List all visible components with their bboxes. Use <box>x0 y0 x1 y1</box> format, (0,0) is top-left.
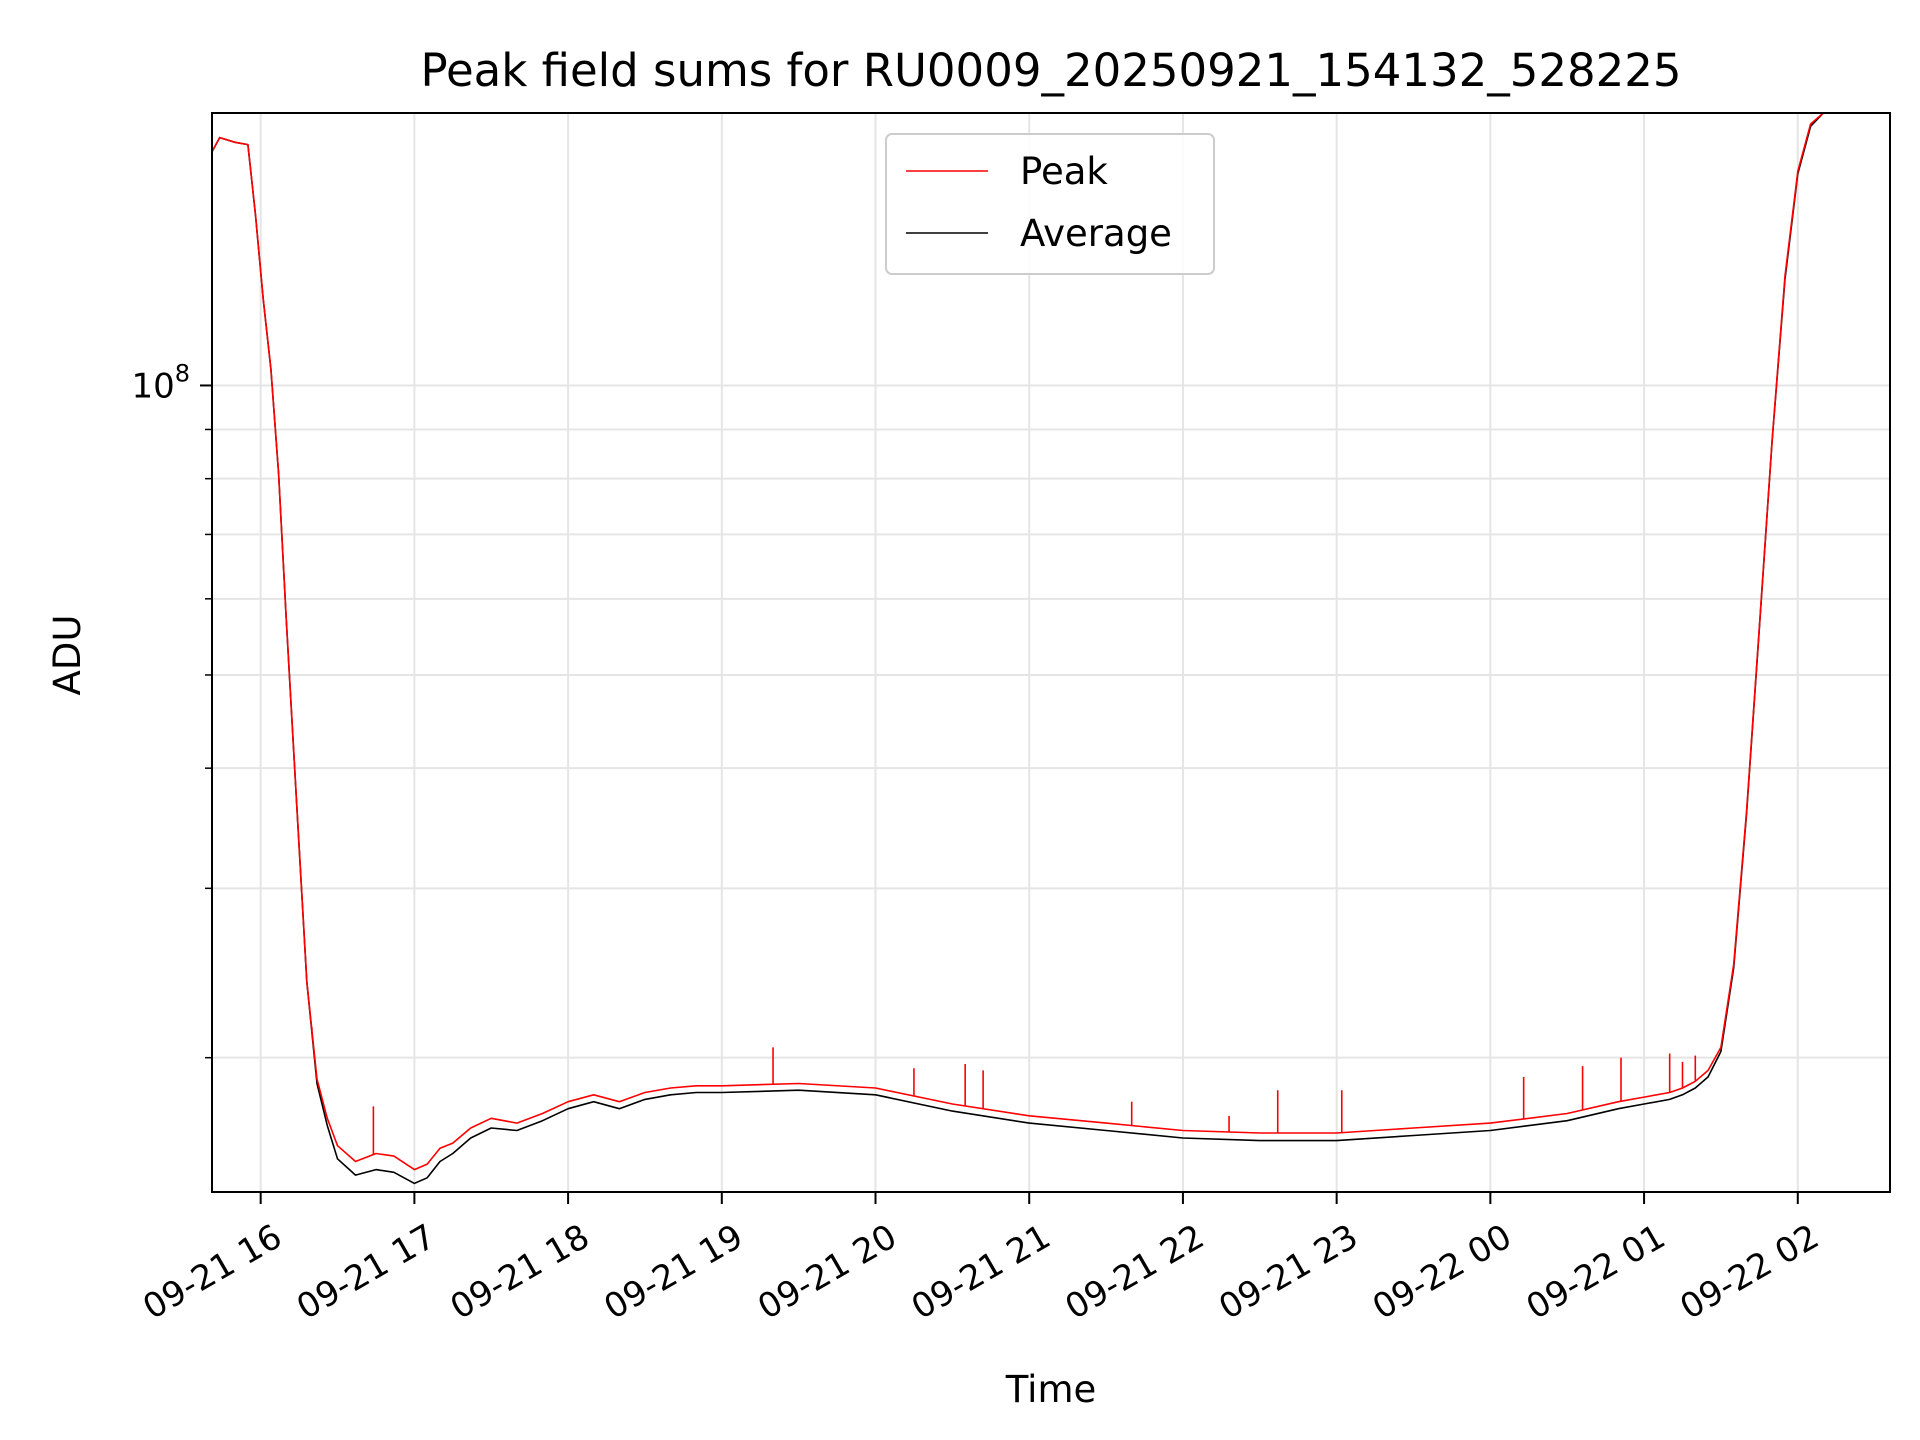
x-axis-label: Time <box>1005 1368 1097 1411</box>
x-tick-label: 09-21 19 <box>598 1217 750 1328</box>
peak-spikes <box>311 1027 1697 1155</box>
series-layer <box>211 112 1890 1185</box>
y-axis-major-tick: 108 <box>131 359 212 406</box>
y-tick-label: 108 <box>131 359 190 406</box>
x-tick-label: 09-22 01 <box>1520 1217 1672 1328</box>
x-axis-ticks: 09-21 16 09-21 17 09-21 18 09-21 19 09-21 20… <box>136 1192 1826 1328</box>
x-tick-label: 09-21 22 <box>1059 1217 1211 1328</box>
x-tick-label: 09-22 00 <box>1366 1217 1518 1328</box>
legend-label-average: Average <box>1020 212 1172 255</box>
plot-frame <box>211 112 1891 1193</box>
legend-box <box>885 133 1215 275</box>
grid-lines <box>212 113 1890 1192</box>
legend-label-peak: Peak <box>1020 150 1108 193</box>
x-tick-label: 09-21 17 <box>290 1217 442 1328</box>
x-tick-label: 09-21 18 <box>444 1217 596 1328</box>
y-axis-label: ADU <box>46 615 89 696</box>
x-tick-label: 09-21 21 <box>905 1217 1057 1328</box>
y-minor-ticks <box>205 428 212 1059</box>
x-tick-label: 09-21 20 <box>751 1217 903 1328</box>
x-tick-label: 09-21 23 <box>1212 1217 1364 1328</box>
legend: Peak Average <box>885 133 1215 275</box>
x-tick-label: 09-21 16 <box>136 1217 288 1328</box>
chart-title: Peak field sums for RU0009_20250921_1541… <box>420 44 1681 97</box>
x-tick-label: 09-22 02 <box>1673 1217 1825 1328</box>
